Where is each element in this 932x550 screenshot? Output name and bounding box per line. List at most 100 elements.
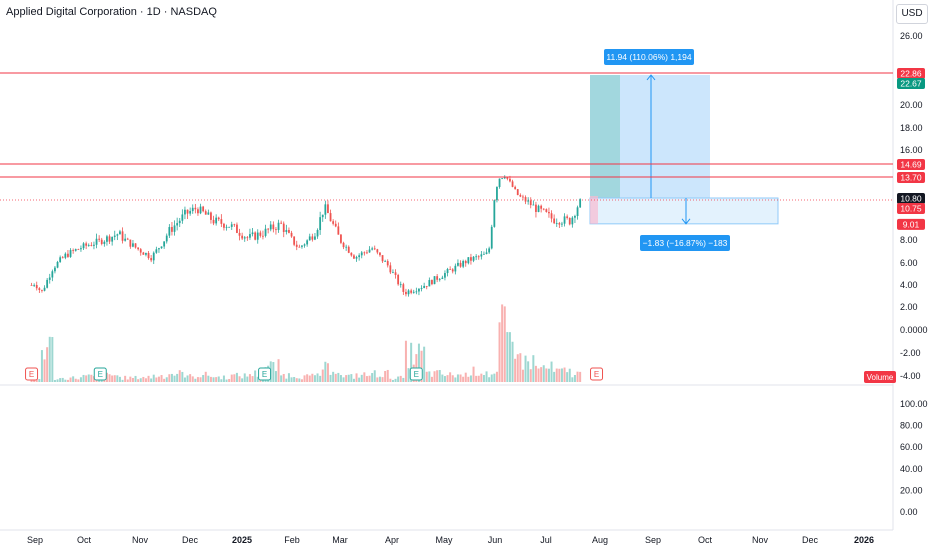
volume-bar [277, 359, 280, 382]
volume-bar [144, 378, 147, 382]
candle-body [150, 258, 153, 261]
price-axis[interactable]: 26.0022.0020.0018.0016.0010.008.006.004.… [900, 31, 928, 517]
candle-body [568, 217, 571, 225]
candle-body [350, 252, 353, 256]
candle-body [324, 204, 327, 215]
candle-body [35, 285, 38, 289]
candle-body [163, 241, 166, 247]
time-tick-label: Apr [385, 535, 399, 545]
candle-body [262, 235, 264, 237]
volume-bar [566, 372, 569, 382]
volume-bar [472, 366, 475, 382]
volume-bar [498, 322, 501, 382]
candle-body [275, 229, 277, 231]
volume-bar [105, 372, 108, 382]
volume-bar [308, 375, 311, 382]
candle-body [272, 224, 275, 230]
candle-body [519, 194, 522, 197]
candle-body [233, 224, 236, 226]
candle-body [514, 186, 517, 190]
time-tick-label: 2026 [854, 535, 874, 545]
candle-body [87, 245, 90, 246]
volume-bar [438, 370, 441, 382]
volume-bar [433, 371, 436, 382]
volume-bar [319, 375, 322, 382]
volume-bar [378, 376, 381, 382]
time-axis[interactable]: Sep Oct Nov Dec 2025 Feb Mar Apr May Jun Jul Aug Sep… [27, 535, 874, 545]
candle-body [332, 221, 335, 224]
candle-body [254, 232, 257, 240]
volume-bar [573, 374, 576, 382]
volume-bar [555, 368, 558, 382]
time-tick-label: Dec [182, 535, 199, 545]
candle-body [285, 230, 288, 232]
candle-body [363, 252, 366, 254]
candle-body [139, 249, 142, 253]
volume-bar [40, 350, 43, 382]
volume-bar [451, 375, 454, 382]
volume-bar [495, 371, 498, 382]
currency-button[interactable]: USD [896, 4, 928, 24]
volume-bar [204, 371, 207, 382]
candle-body [77, 249, 80, 250]
price-tick-label: -4.00 [900, 371, 921, 381]
price-badge [897, 159, 925, 170]
candle-body [503, 177, 506, 179]
candle-body [516, 189, 519, 195]
candle-body [558, 223, 561, 225]
volume-bar [430, 376, 433, 382]
candle-body [155, 249, 158, 253]
volume-bar [137, 379, 140, 382]
candle-body [64, 253, 67, 258]
volume-bar [165, 377, 168, 382]
volume-bar [61, 377, 64, 382]
volume-bar [313, 375, 316, 382]
volume-bar [183, 377, 186, 382]
candle-body [30, 285, 33, 286]
candle-body [67, 253, 69, 257]
volume-bar [51, 337, 54, 382]
volume-bar [194, 378, 197, 382]
candle-body [431, 280, 433, 285]
long-position-tool[interactable]: 11.94 (110.06%) 1,194 −1.83 (−16.87%) −18… [0, 49, 893, 251]
price-badge-label: 22.86 [900, 69, 922, 79]
volume-bar [485, 371, 488, 382]
candle-body [282, 223, 285, 232]
candle-body [579, 199, 582, 208]
candle-body [145, 252, 147, 255]
volume-bar [324, 361, 327, 382]
candle-body [129, 239, 132, 247]
volume-bar [456, 374, 459, 382]
volume-bar [238, 376, 241, 382]
earnings-marker [409, 367, 423, 381]
volume-bar [233, 374, 236, 382]
volume-bar [449, 372, 452, 382]
candle-body [56, 261, 59, 268]
candle-body [199, 206, 202, 214]
price-badge [897, 218, 925, 230]
volume-bar [537, 368, 540, 382]
earnings-marker [258, 367, 272, 381]
candle-body [496, 186, 498, 201]
volume-bar [43, 359, 46, 382]
candle-body [217, 217, 220, 220]
volume-bar [516, 354, 519, 382]
candle-body [189, 211, 192, 214]
candle-body [126, 238, 129, 240]
candle-body [509, 178, 511, 182]
candle-body [59, 257, 62, 262]
volume-bar [477, 375, 480, 382]
candle-body [342, 242, 345, 248]
candle-body [433, 276, 436, 285]
candle-body [134, 243, 137, 248]
candle-body [98, 238, 101, 240]
volume-bar [376, 377, 379, 382]
price-tick-label: 2.00 [900, 302, 918, 312]
time-tick-label: Jul [540, 535, 552, 545]
candle-body [158, 248, 160, 250]
candle-body [548, 212, 550, 214]
candle-body [449, 269, 452, 270]
candle-body [483, 253, 485, 255]
time-tick-label: Feb [284, 535, 300, 545]
